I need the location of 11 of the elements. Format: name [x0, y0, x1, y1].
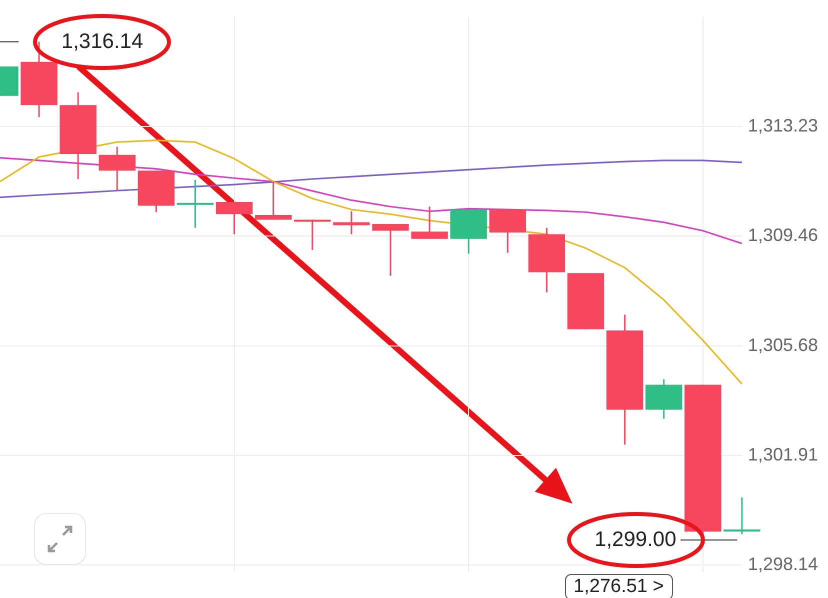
y-tick-label: 1,313.23: [748, 115, 818, 136]
candlestick: [724, 496, 760, 535]
y-tick-label: 1,305.68: [748, 334, 818, 355]
y-tick-label: 1,309.46: [748, 224, 818, 245]
y-tick-label: 1,301.91: [748, 444, 818, 464]
annotation: 1,299.00: [594, 528, 676, 552]
text: 1,276.51 >: [564, 574, 673, 598]
candlestick: [294, 218, 331, 251]
candlestick: [176, 179, 214, 229]
annotation: 1,316.14: [61, 30, 144, 54]
y-tick-label: 1,298.14: [748, 554, 818, 574]
